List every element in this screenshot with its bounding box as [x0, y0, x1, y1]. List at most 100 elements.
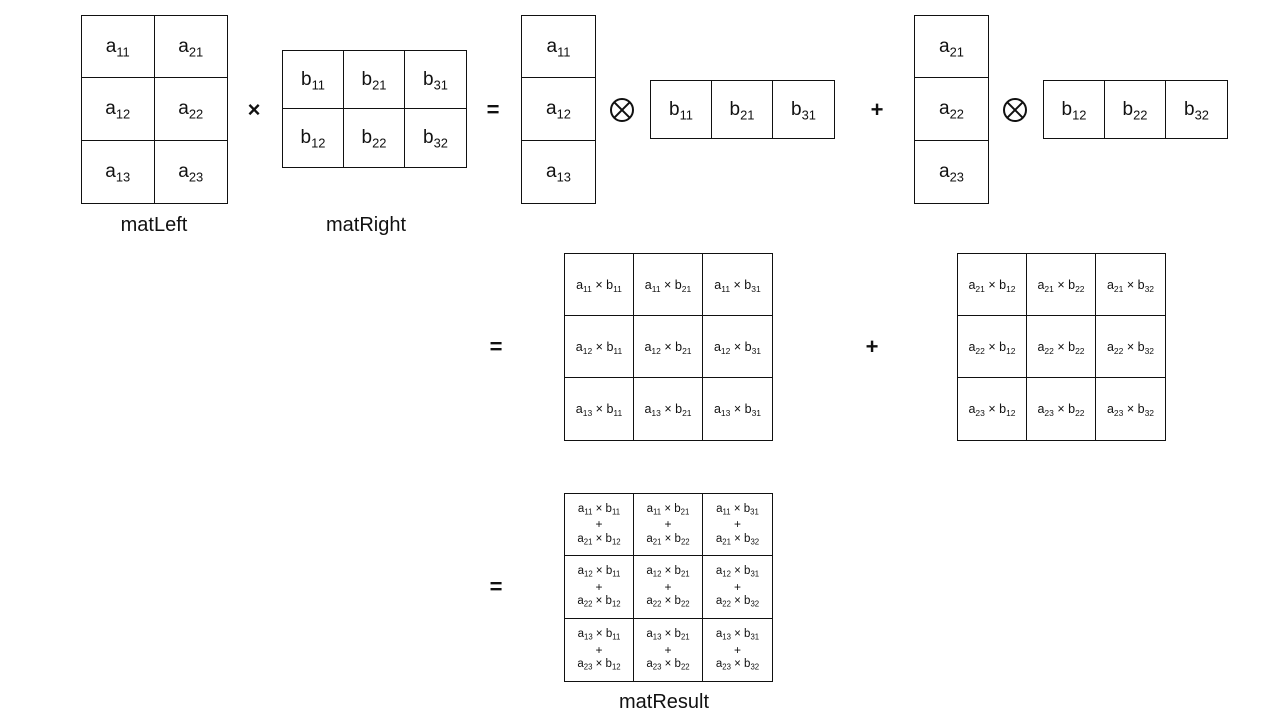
matrix-cell: b22 [344, 109, 405, 167]
matrix-entry-a13: a13 [578, 628, 593, 640]
equals-operator-2: = [490, 336, 503, 358]
outer-product-cell: a13 × b31 [703, 378, 772, 440]
plus-sign: + [734, 643, 741, 657]
plus-sign: + [734, 580, 741, 594]
matrix-entry-b12: b12 [999, 402, 1015, 416]
product-term: a21 × b12 [968, 278, 1015, 292]
matrix-cell: b21 [344, 51, 405, 109]
matrix-entry-a22: a22 [1107, 340, 1123, 354]
matrix-entry-b32: b32 [423, 127, 448, 149]
mat-left: a11 a21 a12 a22 a13 a23 [81, 15, 228, 204]
product-term: a12 × b31 [714, 340, 761, 354]
product-term: a12 × b11 [576, 340, 622, 354]
product-term: a12 × b21 [644, 340, 691, 354]
matrix-entry-a21: a21 [178, 36, 203, 58]
product-term: a13 × b21 [646, 628, 689, 640]
matrix-cell: b32 [405, 109, 466, 167]
matrix-entry-b31: b31 [745, 402, 761, 416]
product-term: a22 × b32 [1107, 340, 1154, 354]
product-term: a23 × b12 [968, 402, 1015, 416]
outer-product-matrix-1: a11 × b11 a11 × b21 a11 × b31 a12 × b11 a12 … [564, 253, 773, 441]
matrix-cell: a21 [915, 16, 988, 78]
matrix-entry-a12: a12 [546, 98, 571, 120]
matrix-cell: a23 [155, 141, 228, 203]
mat-result-label: matResult [619, 691, 709, 714]
matrix-entry-a11: a11 [547, 36, 571, 58]
matrix-entry-a13: a13 [105, 161, 130, 183]
mat-result: a11 × b11 + a21 × b12 a11 × b21 + a21 × b22 a1… [564, 493, 773, 682]
mat-right-label: matRight [326, 214, 406, 237]
matrix-entry-b21: b21 [362, 69, 387, 91]
outer-product-cell: a22 × b32 [1096, 316, 1165, 378]
product-term: a21 × b32 [716, 533, 759, 545]
result-cell: a12 × b21 + a22 × b22 [634, 556, 703, 618]
matrix-entry-a21: a21 [1037, 278, 1053, 292]
matrix-entry-b32: b32 [744, 595, 759, 607]
matrix-entry-a22: a22 [646, 595, 661, 607]
matrix-entry-b11: b11 [301, 69, 325, 91]
matrix-entry-b12: b12 [301, 127, 326, 149]
product-term: a11 × b31 [716, 503, 759, 515]
matrix-entry-a23: a23 [716, 658, 731, 670]
product-term: a21 × b22 [1037, 278, 1084, 292]
plus-sign: + [734, 517, 741, 531]
matrix-entry-b32: b32 [1138, 402, 1154, 416]
matrix-entry-b31: b31 [423, 69, 448, 91]
row-vector-b1: b11 b21 b31 [650, 80, 835, 139]
matrix-entry-a21: a21 [716, 533, 731, 545]
matrix-cell: a21 [155, 16, 228, 78]
matrix-entry-b21: b21 [674, 503, 689, 515]
matrix-entry-b31: b31 [745, 340, 761, 354]
matrix-entry-a13: a13 [644, 402, 660, 416]
product-term: a22 × b12 [577, 595, 620, 607]
matrix-entry-b31: b31 [791, 99, 816, 121]
matrix-entry-a21: a21 [968, 278, 984, 292]
matrix-entry-b22: b22 [1068, 402, 1084, 416]
matrix-entry-a11: a11 [714, 278, 730, 292]
mat-left-label: matLeft [121, 214, 188, 237]
result-cell: a12 × b31 + a22 × b32 [703, 556, 772, 618]
matrix-cell: a12 [82, 78, 155, 140]
matrix-entry-a12: a12 [646, 565, 661, 577]
matrix-entry-b21: b21 [675, 278, 691, 292]
matrix-cell: b22 [1105, 81, 1166, 138]
matrix-entry-a22: a22 [716, 595, 731, 607]
product-term: a22 × b32 [716, 595, 759, 607]
outer-product-cell: a21 × b22 [1027, 254, 1096, 316]
matrix-cell: a22 [155, 78, 228, 140]
matrix-entry-a11: a11 [106, 36, 130, 58]
equals-operator-1: = [487, 99, 500, 121]
matrix-entry-a13: a13 [576, 402, 592, 416]
matrix-cell: b12 [1044, 81, 1105, 138]
product-term: a22 × b22 [1037, 340, 1084, 354]
matrix-entry-b31: b31 [744, 503, 759, 515]
matrix-entry-b31: b31 [744, 628, 759, 640]
matrix-entry-b21: b21 [675, 340, 691, 354]
outer-product-cell: a13 × b21 [634, 378, 703, 440]
matrix-cell: b31 [773, 81, 834, 138]
matrix-entry-a11: a11 [576, 278, 592, 292]
plus-sign: + [595, 580, 602, 594]
product-term: a12 × b21 [646, 565, 689, 577]
row-vector-b2: b12 b22 b32 [1043, 80, 1228, 139]
matrix-entry-a13: a13 [714, 402, 730, 416]
matrix-cell: a13 [82, 141, 155, 203]
product-term: a21 × b12 [577, 533, 620, 545]
matrix-entry-a11: a11 [645, 278, 661, 292]
matrix-entry-a22: a22 [939, 98, 964, 120]
matrix-entry-a23: a23 [1037, 402, 1053, 416]
product-term: a12 × b11 [578, 565, 621, 577]
matrix-cell: b21 [712, 81, 773, 138]
matrix-cell: a11 [82, 16, 155, 78]
matrix-entry-a22: a22 [577, 595, 592, 607]
matrix-entry-b22: b22 [1123, 99, 1148, 121]
product-term: a11 × b11 [578, 503, 620, 515]
product-term: a23 × b32 [716, 658, 759, 670]
matrix-entry-b22: b22 [675, 595, 690, 607]
result-cell: a13 × b11 + a23 × b12 [565, 619, 634, 681]
matrix-entry-b12: b12 [606, 533, 621, 545]
matrix-entry-a12: a12 [576, 340, 592, 354]
matrix-entry-b12: b12 [606, 658, 621, 670]
product-term: a13 × b21 [644, 402, 691, 416]
matrix-cell: b31 [405, 51, 466, 109]
